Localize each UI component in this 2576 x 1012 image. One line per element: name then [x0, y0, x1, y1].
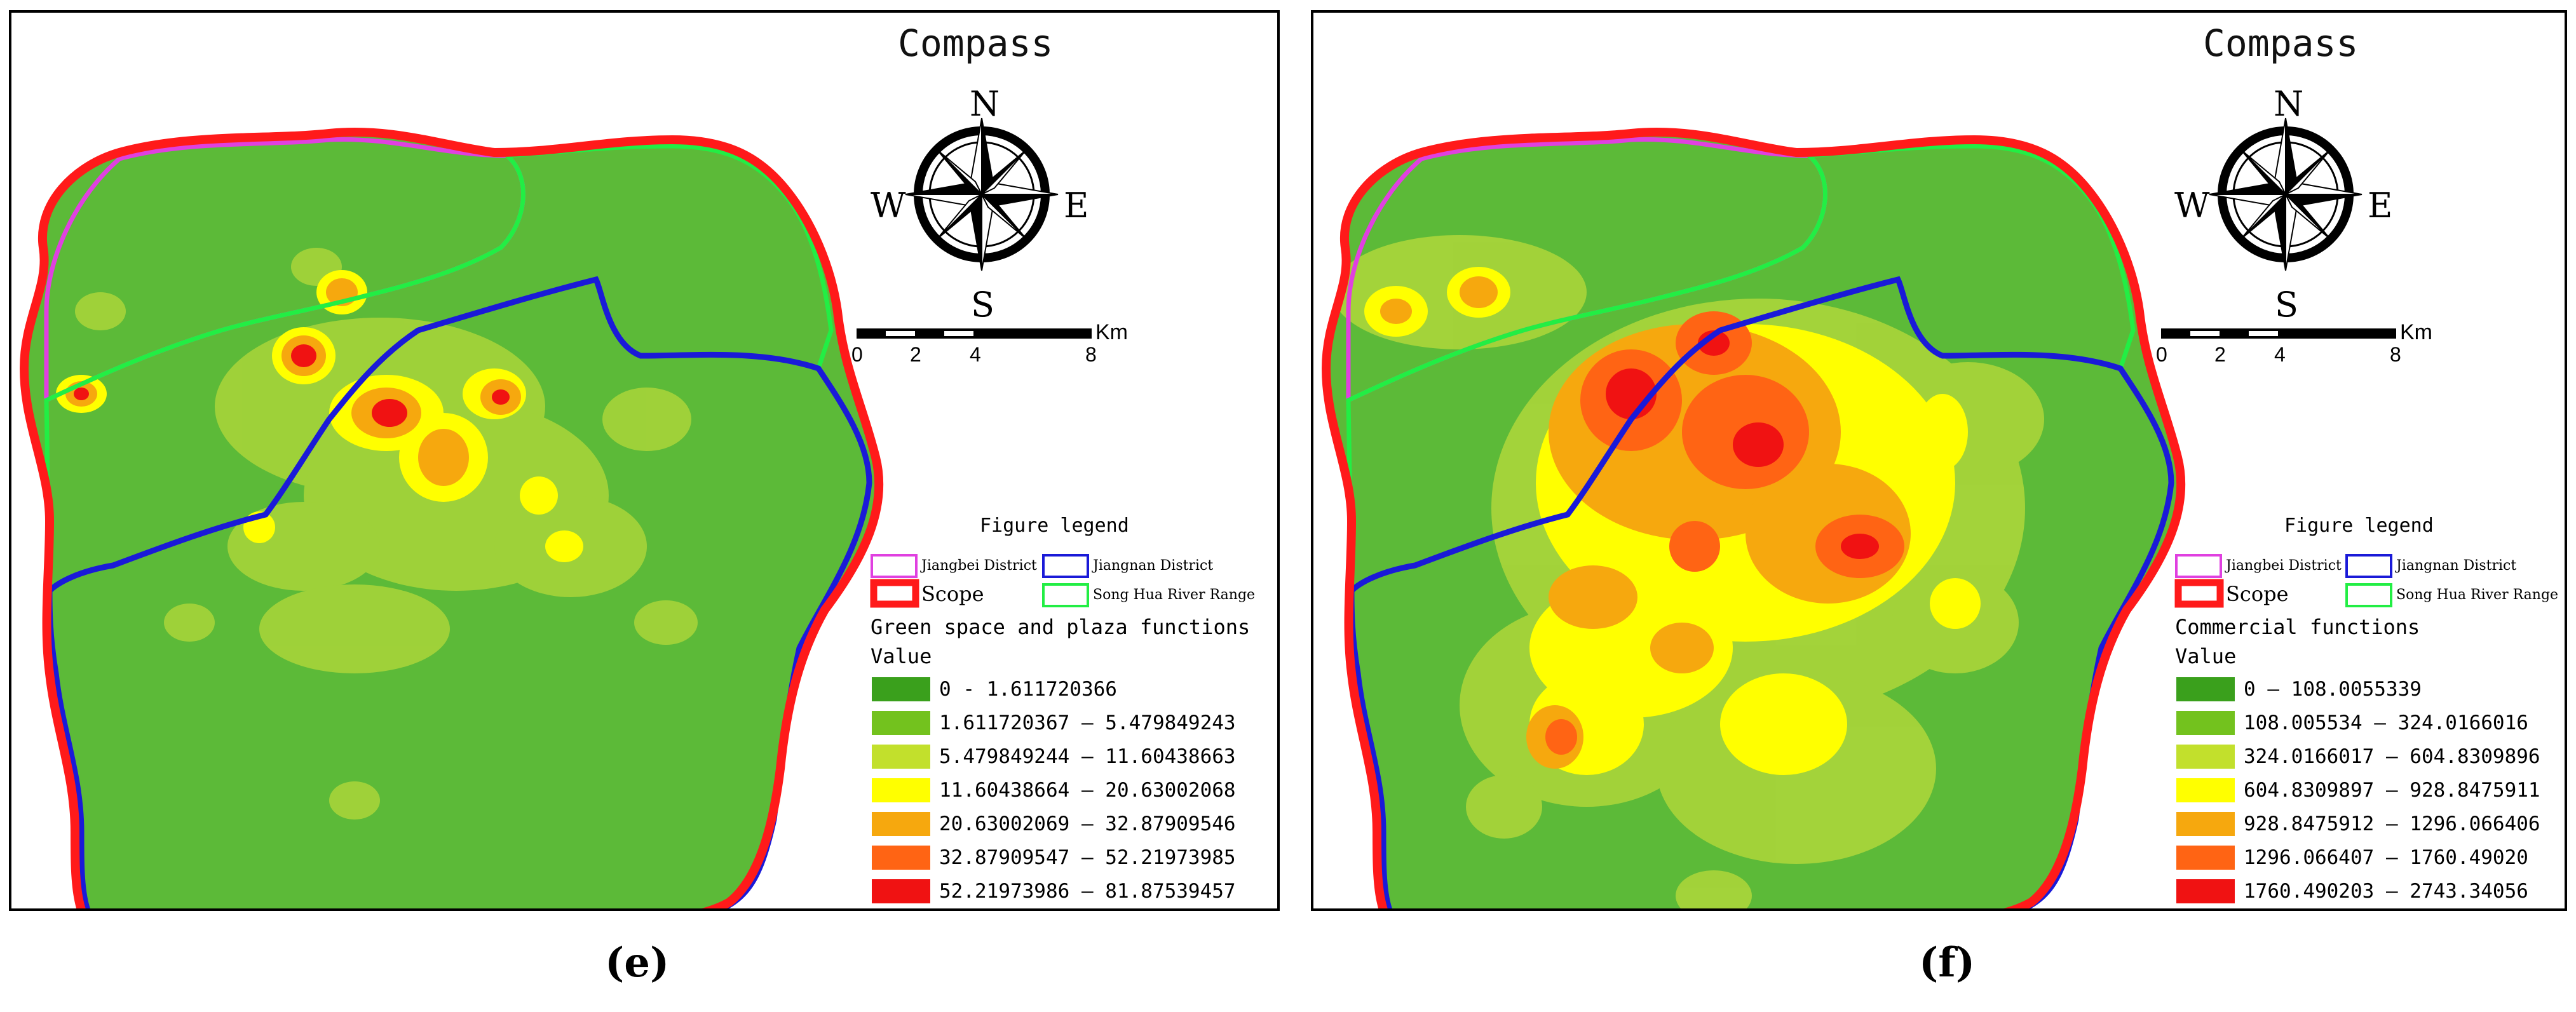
compass-title: Compass	[898, 22, 1054, 65]
category-title: Green space and plaza functions	[871, 615, 1251, 639]
class-row-1: 0 - 1.611720366	[872, 677, 1117, 701]
west-label: W	[871, 186, 906, 226]
scale-tick-2: 2	[910, 343, 921, 366]
legend-jiangbei: Jiangbei District	[921, 558, 1037, 574]
south-label: S	[971, 285, 994, 325]
scale-unit: Km	[2400, 320, 2432, 344]
legend-title: Figure legend	[980, 515, 1129, 537]
scale-bar	[2161, 328, 2396, 339]
class-swatch	[872, 879, 930, 903]
class-swatch	[872, 812, 930, 836]
north-label: N	[2274, 84, 2304, 124]
scale-tick-4: 4	[2274, 343, 2286, 366]
scope-boundary	[19, 128, 884, 908]
class-swatch	[872, 677, 930, 701]
class-row-6: 1296.066407 — 1760.49020	[2176, 846, 2528, 870]
density-map-e	[19, 118, 1092, 908]
class-row-5: 928.8475912 — 1296.066406	[2176, 812, 2540, 836]
scale-tick-0: 0	[851, 343, 863, 366]
north-label: N	[970, 84, 1000, 124]
value-label: Value	[2175, 644, 2237, 668]
class-swatch	[2176, 778, 2235, 802]
compass-rose-icon	[905, 118, 1059, 271]
legend-title: Figure legend	[2284, 515, 2434, 537]
compass-title: Compass	[2203, 22, 2359, 65]
scope-boundary	[1321, 128, 2186, 908]
class-swatch	[2176, 745, 2235, 769]
class-row-3: 324.0166017 — 604.8309896	[2176, 745, 2540, 769]
class-row-7: 52.21973986 — 81.87539457	[872, 879, 1236, 903]
legend-swatches	[2174, 554, 2392, 608]
scale-tick-8: 8	[2390, 343, 2401, 366]
west-label: W	[2174, 186, 2210, 226]
class-swatch	[872, 711, 930, 735]
legend-songhua: Song Hua River Range	[1093, 587, 1256, 603]
class-row-2: 1.611720367 — 5.479849243	[872, 711, 1236, 735]
class-row-4: 604.8309897 — 928.8475911	[2176, 778, 2540, 802]
legend-scope: Scope	[921, 582, 984, 606]
value-label: Value	[871, 644, 932, 668]
class-row-2: 108.005534 — 324.0166016	[2176, 711, 2528, 735]
class-swatch	[872, 745, 930, 769]
east-label: E	[2368, 186, 2393, 226]
scale-tick-2: 2	[2214, 343, 2226, 366]
legend-scope: Scope	[2226, 582, 2289, 606]
legend-jiangbei: Jiangbei District	[2226, 558, 2342, 574]
scale-bar	[857, 328, 1092, 339]
class-row-1: 0 — 108.0055339	[2176, 677, 2422, 701]
scale-tick-8: 8	[1085, 343, 1097, 366]
scale-tick-4: 4	[970, 343, 981, 366]
class-swatch	[2176, 812, 2235, 836]
legend-songhua: Song Hua River Range	[2396, 587, 2559, 603]
class-row-7: 1760.490203 — 2743.34056	[2176, 879, 2528, 903]
density-map-f	[1321, 118, 2396, 908]
class-row-3: 5.479849244 — 11.60438663	[872, 745, 1236, 769]
class-swatch	[872, 778, 930, 802]
legend-jiangnan: Jiangnan District	[1093, 558, 1214, 574]
caption-f: (f)	[1919, 939, 1976, 987]
caption-e: (e)	[605, 939, 670, 987]
hotspots-e	[56, 248, 698, 820]
class-swatch	[872, 846, 930, 870]
class-swatch	[2176, 846, 2235, 870]
class-swatch	[2176, 879, 2235, 903]
class-row-4: 11.60438664 — 20.63002068	[872, 778, 1236, 802]
south-label: S	[2275, 285, 2298, 325]
east-label: E	[1064, 186, 1089, 226]
scale-tick-0: 0	[2156, 343, 2167, 366]
legend-jiangnan: Jiangnan District	[2396, 558, 2517, 574]
hotspots-f	[1332, 235, 2044, 908]
legend-swatches	[870, 554, 1089, 608]
scale-unit: Km	[1095, 320, 1128, 344]
jiangnan-boundary	[46, 276, 872, 908]
class-row-6: 32.87909547 — 52.21973985	[872, 846, 1236, 870]
compass-rose-icon	[2209, 118, 2362, 271]
map-panel-e: Compass N S E W Km 0 2 4 8 Figure legend…	[9, 10, 1280, 911]
map-panel-f: Compass N S E W Km 0 2 4 8 Figure legend…	[1311, 10, 2567, 911]
category-title: Commercial functions	[2175, 615, 2420, 639]
jiangnan-boundary	[1348, 276, 2174, 908]
class-swatch	[2176, 677, 2235, 701]
class-swatch	[2176, 711, 2235, 735]
class-row-5: 20.63002069 — 32.87909546	[872, 812, 1236, 836]
